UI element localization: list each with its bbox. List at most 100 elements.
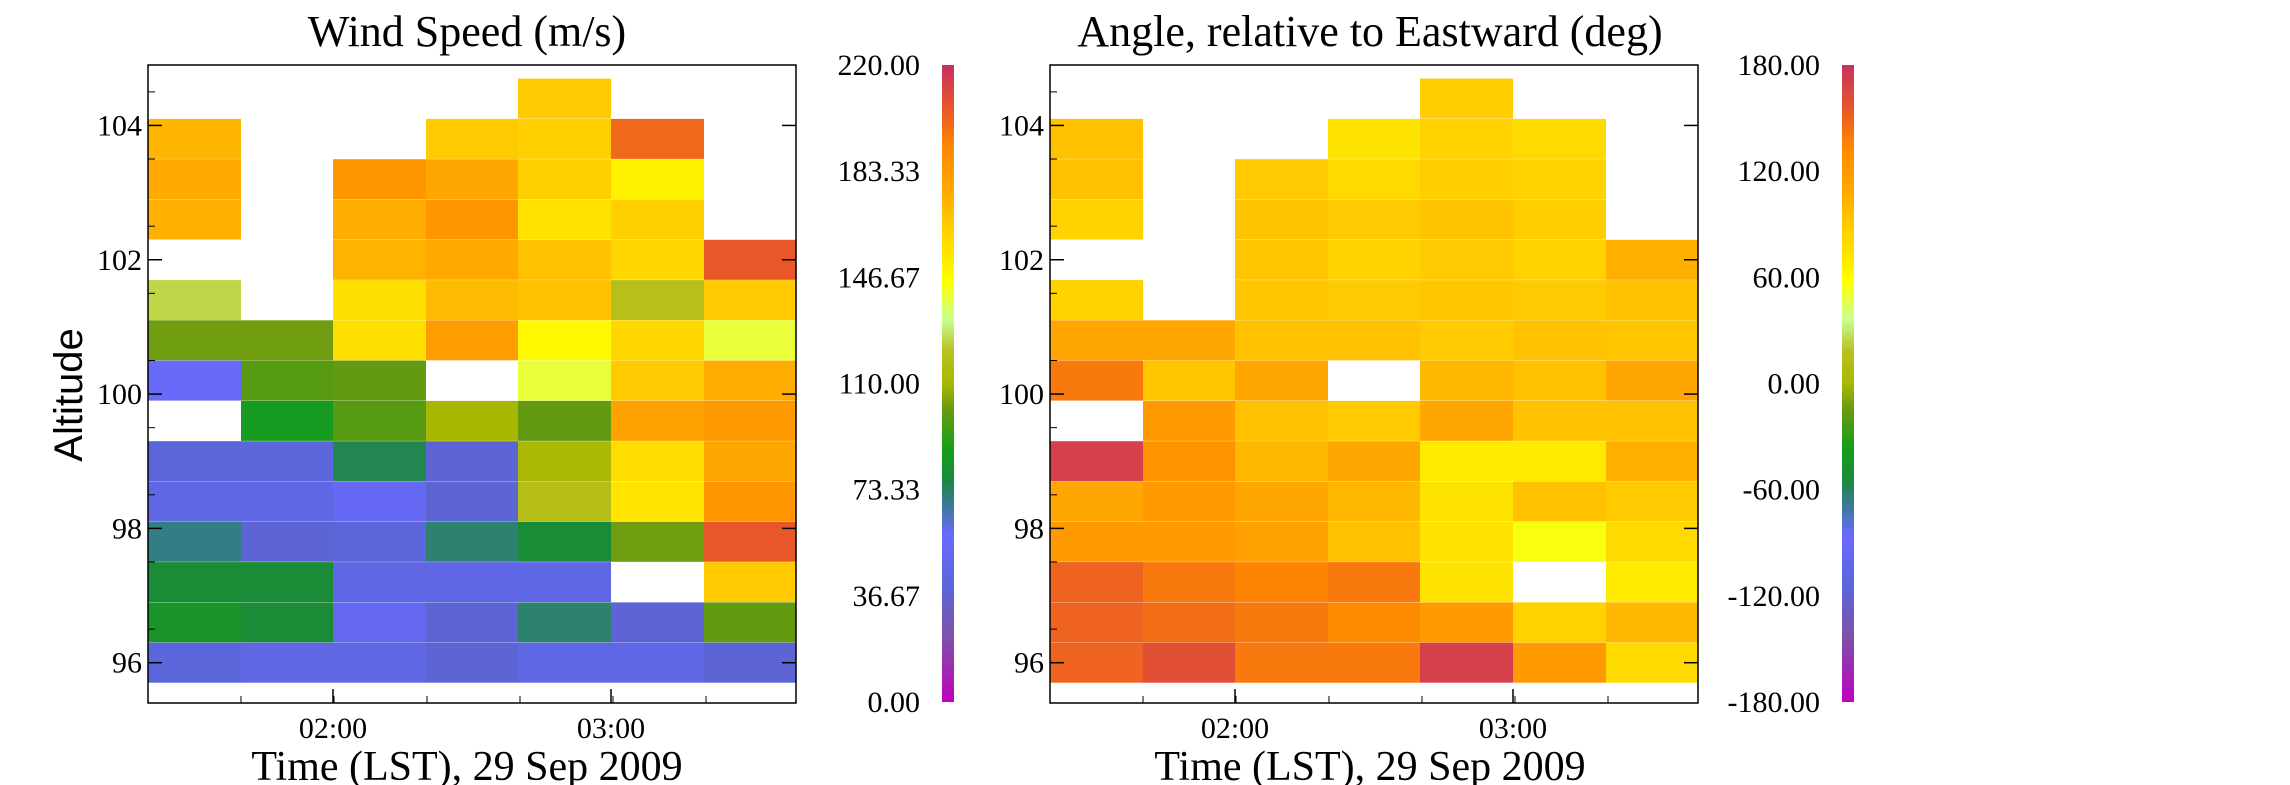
heatmap-cell (1235, 521, 1328, 562)
heatmap-cell (1420, 562, 1513, 603)
heatmap-cell (704, 642, 796, 683)
heatmap-cell (1235, 562, 1328, 603)
wind-speed-colorbar (942, 65, 954, 702)
heatmap-cell (1606, 481, 1698, 522)
heatmap-cell (518, 239, 611, 280)
heatmap-cell (1606, 521, 1698, 562)
heatmap-cell (704, 602, 796, 643)
heatmap-cell (1513, 360, 1606, 401)
heatmap-cell (1235, 360, 1328, 401)
altitude-axis-label: Altitude (47, 328, 91, 461)
heatmap-cell (1513, 481, 1606, 522)
heatmap-cell (1328, 602, 1420, 643)
heatmap-cell (704, 360, 796, 401)
heatmap-cell (611, 521, 704, 562)
heatmap-cell (518, 320, 611, 361)
y-tick-label: 104 (97, 109, 142, 142)
heatmap-cell (1328, 481, 1420, 522)
wind-speed-title: Wind Speed (m/s) (308, 7, 626, 56)
heatmap-cell (1606, 441, 1698, 482)
heatmap-cell (333, 199, 426, 240)
heatmap-cell (1513, 159, 1606, 200)
heatmap-cell (333, 642, 426, 683)
colorbar-tick-label: 120.00 (1738, 155, 1821, 188)
heatmap-cell (1513, 602, 1606, 643)
heatmap-cell (333, 360, 426, 401)
colorbar-tick-label: 36.67 (853, 580, 921, 613)
heatmap-cell (518, 642, 611, 683)
angle-cells (1050, 78, 1698, 683)
heatmap-cell (611, 118, 704, 159)
heatmap-cell (148, 481, 241, 522)
heatmap-cell (1235, 320, 1328, 361)
heatmap-cell (333, 239, 426, 280)
angle-y-ticks: 96 98 100 102 104 (999, 91, 1698, 680)
wind-speed-panel: Wind Speed (m/s) Altitude 9698100102104 … (47, 7, 954, 785)
heatmap-cell (1143, 481, 1235, 522)
heatmap-cell (1235, 441, 1328, 482)
colorbar-tick-label: -180.00 (1728, 686, 1821, 719)
heatmap-cell (1513, 118, 1606, 159)
heatmap-cell (1050, 280, 1143, 321)
heatmap-cell (518, 78, 611, 119)
heatmap-cell (241, 642, 333, 683)
heatmap-cell (1235, 602, 1328, 643)
heatmap-cell (1235, 239, 1328, 280)
heatmap-cell (1606, 562, 1698, 603)
heatmap-cell (426, 159, 518, 200)
heatmap-cell (518, 400, 611, 441)
angle-x-axis-label: Time (LST), 29 Sep 2009 (1154, 744, 1585, 785)
heatmap-cell (333, 602, 426, 643)
heatmap-cell (611, 481, 704, 522)
angle-title: Angle, relative to Eastward (deg) (1077, 7, 1662, 56)
heatmap-cell (148, 320, 241, 361)
heatmap-cell (1050, 602, 1143, 643)
heatmap-cell (1420, 239, 1513, 280)
heatmap-cell (1328, 118, 1420, 159)
x-tick-label: 02:00 (299, 712, 367, 745)
y-tick-label: 98 (1014, 512, 1044, 545)
heatmap-cell (611, 320, 704, 361)
heatmap-cell (518, 562, 611, 603)
heatmap-cell (1606, 602, 1698, 643)
colorbar-tick-label: 146.67 (838, 261, 921, 294)
heatmap-cell (518, 602, 611, 643)
heatmap-cell (1420, 521, 1513, 562)
colorbar-tick-label: 110.00 (839, 368, 920, 401)
heatmap-cell (1143, 521, 1235, 562)
heatmap-cell (1328, 642, 1420, 683)
heatmap-cell (426, 602, 518, 643)
heatmap-cell (426, 400, 518, 441)
heatmap-cell (1050, 562, 1143, 603)
heatmap-cell (426, 199, 518, 240)
heatmap-cell (1328, 199, 1420, 240)
heatmap-cell (1420, 280, 1513, 321)
angle-panel: Angle, relative to Eastward (deg) 96 98 10… (999, 7, 1854, 785)
y-tick-label: 104 (999, 109, 1044, 142)
angle-plot-frame (1049, 64, 1699, 704)
angle-x-ticks: 02:00 03:00 (1049, 689, 1609, 745)
heatmap-cell (241, 521, 333, 562)
heatmap-cell (333, 481, 426, 522)
colorbar-tick-label: 60.00 (1753, 261, 1821, 294)
heatmap-cell (611, 199, 704, 240)
heatmap-cell (1143, 642, 1235, 683)
heatmap-cell (1513, 280, 1606, 321)
heatmap-cell (1420, 159, 1513, 200)
heatmap-cell (241, 360, 333, 401)
heatmap-cell (1420, 441, 1513, 482)
heatmap-cell (426, 320, 518, 361)
heatmap-cell (333, 400, 426, 441)
wind-speed-cells (148, 78, 796, 683)
heatmap-cell (1143, 562, 1235, 603)
x-tick-label: 03:00 (577, 712, 645, 745)
heatmap-cell (518, 199, 611, 240)
y-tick-label: 98 (112, 512, 142, 545)
heatmap-cell (1050, 481, 1143, 522)
x-tick-label: 03:00 (1479, 712, 1547, 745)
heatmap-cell (1513, 239, 1606, 280)
heatmap-cell (241, 400, 333, 441)
heatmap-cell (241, 602, 333, 643)
heatmap-cell (518, 118, 611, 159)
angle-colorbar (1842, 65, 1854, 702)
